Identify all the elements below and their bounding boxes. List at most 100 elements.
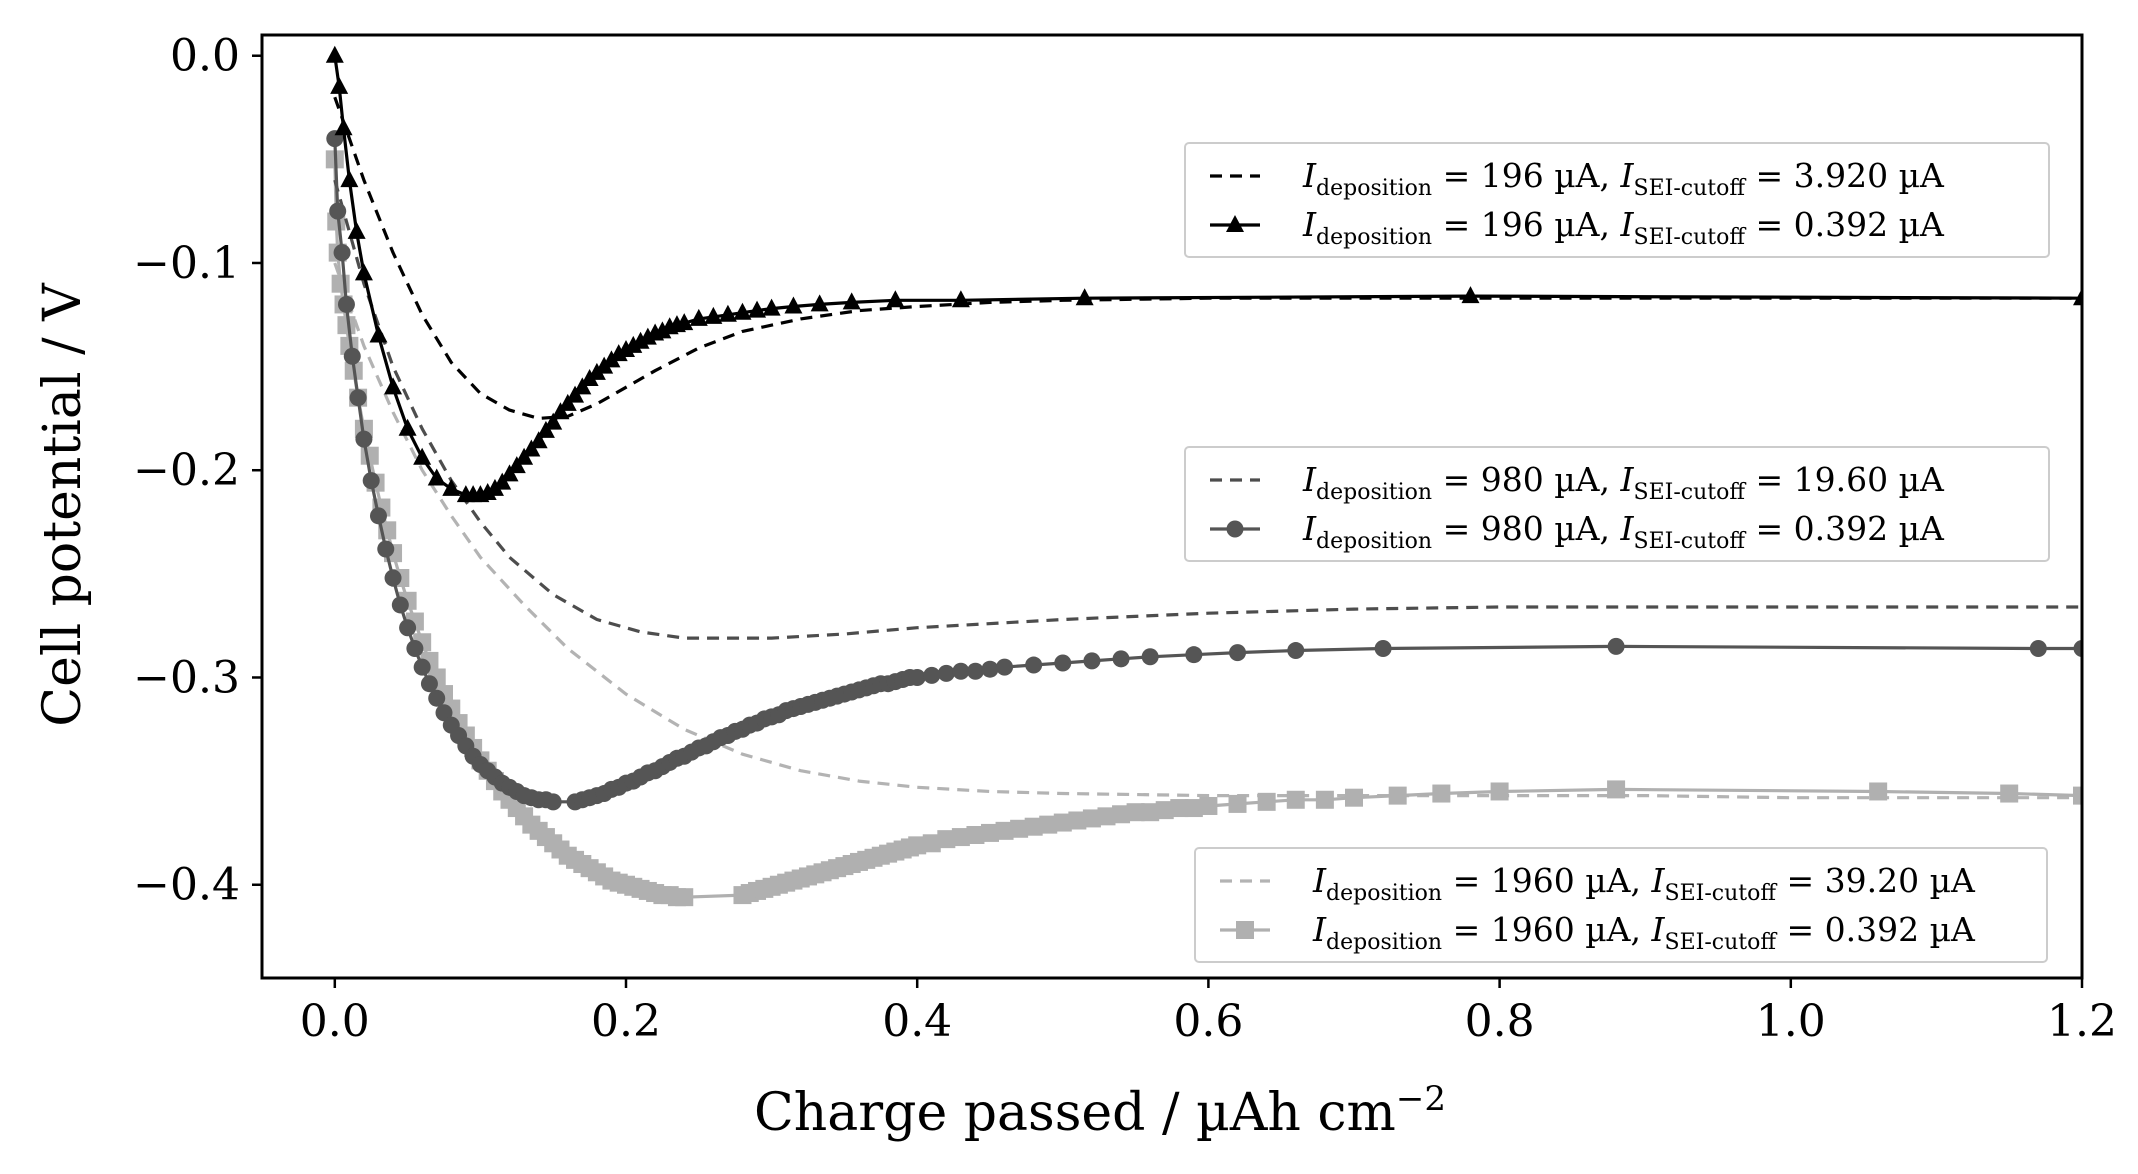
- data-point: [435, 704, 453, 722]
- data-point: [333, 244, 351, 262]
- data-point: [951, 828, 970, 847]
- legend-label-part: I: [1650, 861, 1665, 900]
- legend-label-part: = 196 µA,: [1432, 156, 1620, 195]
- x-tick-label: 0.4: [882, 996, 952, 1047]
- legend-label-part: I: [1619, 156, 1634, 195]
- data-point: [413, 447, 432, 465]
- data-point: [1097, 807, 1116, 826]
- legend-entry: Ideposition = 980 µA, ISEI-cutoff = 0.39…: [1210, 509, 1945, 554]
- data-point: [427, 468, 446, 486]
- data-point: [413, 658, 431, 676]
- data-point: [1345, 788, 1363, 807]
- legend-label-part: = 19.60 µA: [1745, 460, 1945, 499]
- legend-label-part: = 980 µA,: [1432, 460, 1620, 499]
- legend-label-part: SEI-cutoff: [1665, 930, 1778, 955]
- data-point: [733, 302, 752, 320]
- y-tick-label: −0.1: [133, 238, 240, 289]
- data-point: [340, 170, 359, 188]
- legend-label-part: SEI-cutoff: [1634, 176, 1747, 201]
- data-point: [981, 660, 999, 678]
- data-point: [1490, 782, 1509, 801]
- y-axis: 0.0 −0.1 −0.2 −0.3 −0.4: [133, 31, 262, 911]
- data-point: [330, 76, 349, 94]
- legend-label-part: deposition: [1326, 881, 1442, 906]
- data-point: [369, 325, 388, 343]
- legend-label: Ideposition = 980 µA, ISEI-cutoff = 0.39…: [1302, 509, 1945, 554]
- data-point: [1228, 794, 1247, 813]
- data-point: [842, 292, 861, 310]
- legend-layer: Ideposition = 196 µA, ISEI-cutoff = 3.92…: [1184, 142, 2050, 963]
- data-point: [981, 823, 999, 842]
- legend-label-part: I: [1302, 460, 1317, 499]
- data-point: [349, 389, 367, 407]
- legend-label-part: I: [1312, 861, 1327, 900]
- x-tick-label: 1.0: [1756, 996, 1826, 1047]
- plot-frame: [260, 33, 2084, 980]
- legend-swatch-marker: [1226, 215, 1244, 232]
- data-point: [377, 540, 395, 558]
- data-point: [966, 825, 985, 844]
- legend-center-right: Ideposition = 980 µA, ISEI-cutoff = 19.6…: [1184, 446, 2050, 562]
- legend-label-part: = 980 µA,: [1432, 509, 1620, 548]
- data-point: [1461, 286, 1480, 304]
- series-5: [325, 150, 2082, 907]
- data-point: [1607, 637, 1625, 655]
- x-tick-label: 0.6: [1173, 996, 1243, 1047]
- legend-label: Ideposition = 196 µA, ISEI-cutoff = 0.39…: [1302, 205, 1945, 250]
- data-point: [923, 666, 941, 684]
- legend-label-part: = 39.20 µA: [1776, 861, 1976, 900]
- data-point: [1068, 811, 1087, 830]
- data-point: [343, 347, 361, 365]
- data-point: [908, 836, 927, 855]
- data-point: [784, 296, 803, 314]
- legend-label-part: SEI-cutoff: [1634, 225, 1747, 250]
- data-point: [1039, 815, 1058, 834]
- series-3: [326, 130, 2082, 811]
- data-point: [1286, 790, 1305, 809]
- data-point: [1155, 801, 1174, 820]
- legend-lower-right: Ideposition = 1960 µA, ISEI-cutoff = 39.…: [1194, 847, 2048, 963]
- data-point: [762, 298, 781, 316]
- legend-label-part: SEI-cutoff: [1634, 529, 1747, 554]
- legend-entry: Ideposition = 1960 µA, ISEI-cutoff = 39.…: [1220, 861, 1976, 906]
- data-point: [951, 290, 970, 308]
- legend-label-part: deposition: [1316, 225, 1432, 250]
- legend-entry: Ideposition = 196 µA, ISEI-cutoff = 0.39…: [1210, 205, 1945, 250]
- legend-label-part: deposition: [1316, 176, 1432, 201]
- data-point: [384, 377, 403, 395]
- data-point: [966, 662, 984, 680]
- data-point: [2073, 786, 2082, 805]
- data-point: [995, 821, 1014, 840]
- legend-label-part: = 3.920 µA: [1745, 156, 1945, 195]
- series-layer: [325, 45, 2082, 907]
- data-point: [1432, 784, 1451, 803]
- data-point: [360, 446, 379, 465]
- legend-label-part: I: [1302, 156, 1317, 195]
- data-point: [1053, 813, 1072, 832]
- data-point: [1388, 786, 1407, 805]
- data-point: [1025, 656, 1043, 674]
- data-point: [442, 478, 461, 496]
- legend-frame: [1194, 847, 2048, 963]
- data-point: [1257, 792, 1276, 811]
- legend-label-part: I: [1619, 460, 1634, 499]
- data-point: [1082, 809, 1101, 828]
- data-point: [1185, 646, 1203, 664]
- legend-label-part: = 1960 µA,: [1442, 861, 1651, 900]
- y-axis-label: Cell potential / V: [33, 282, 93, 727]
- legend-label-part: = 0.392 µA: [1745, 205, 1945, 244]
- legend-label-part: SEI-cutoff: [1665, 881, 1778, 906]
- data-point: [362, 472, 380, 490]
- data-point: [2029, 639, 2047, 657]
- legend-swatch-marker: [1236, 921, 1254, 939]
- data-point: [355, 430, 373, 448]
- data-point: [937, 664, 955, 682]
- data-point: [2073, 639, 2082, 657]
- data-point: [1112, 805, 1131, 824]
- y-tick-label: −0.3: [133, 652, 240, 703]
- data-point: [1075, 288, 1094, 306]
- data-point: [2000, 784, 2019, 803]
- legend-label: Ideposition = 1960 µA, ISEI-cutoff = 39.…: [1312, 861, 1976, 906]
- legend-swatch-marker: [1226, 520, 1244, 538]
